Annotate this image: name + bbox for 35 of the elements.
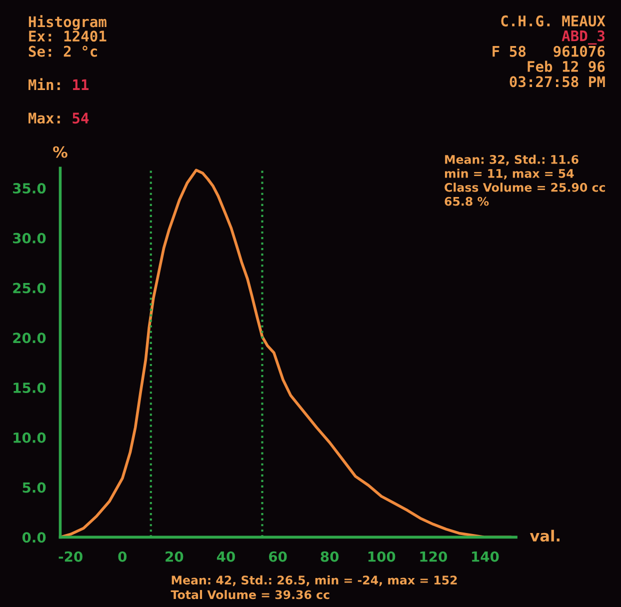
- text: C.H.G. MEAUX: [501, 15, 606, 26]
- y-tick-label: 15.0: [14, 382, 46, 394]
- y-tick-label: 25.0: [13, 282, 46, 294]
- x-tick-label: 140: [472, 551, 499, 562]
- text: Min: 11: [28, 78, 89, 90]
- x-tick-label: 100: [368, 551, 396, 562]
- text: ABD_3: [562, 30, 605, 45]
- x-tick-label: 120: [420, 551, 448, 562]
- x-tick-label: 60: [268, 551, 287, 562]
- y-tick-label: 10.0: [14, 432, 46, 443]
- x-tick-label: 20: [166, 551, 184, 562]
- y-tick-label: 0.0: [22, 532, 46, 543]
- annotation: 65.8 %: [444, 196, 489, 206]
- y-tick-label: 30.0: [13, 232, 46, 244]
- annotation: min = 11, max = 54: [444, 168, 574, 180]
- text: Max: 54: [28, 112, 89, 124]
- text: 03:27:58 PM: [510, 76, 605, 88]
- text: Se: 2 °c: [28, 46, 97, 57]
- text: Mean: 32, Std.: 11.6: [445, 154, 578, 166]
- y-axis-title: %: [53, 146, 68, 158]
- chart-title: Histogram: [28, 15, 106, 30]
- x-axis-title: val.: [530, 530, 560, 542]
- x-tick-label: 40: [216, 551, 235, 562]
- x-tick-label: 0: [118, 551, 127, 562]
- text: Mean: 42, Std.: 26.5, min = -24, max = 152: [172, 575, 457, 586]
- x-tick-label: 80: [320, 551, 339, 562]
- y-tick-label: 35.0: [13, 183, 46, 194]
- text: Ex: 12401: [29, 30, 106, 42]
- x-tick-label: -20: [58, 551, 82, 562]
- annotation: Class Volume = 25.90 cc: [444, 182, 605, 192]
- text: Feb 12 96: [528, 60, 605, 72]
- y-tick-label: 20.0: [13, 332, 46, 344]
- text: F 58 961076: [492, 46, 605, 57]
- y-tick-label: 5.0: [22, 482, 46, 493]
- text: Total Volume = 39.36 cc: [170, 590, 330, 600]
